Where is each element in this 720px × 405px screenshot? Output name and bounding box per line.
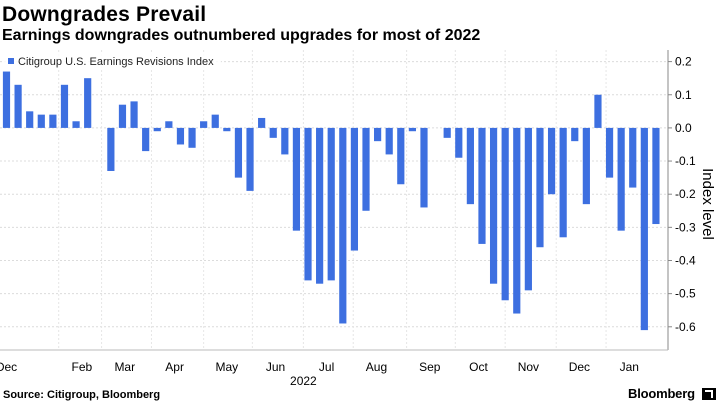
bar [211, 114, 219, 128]
y-tick-label: 0.2 [675, 55, 692, 69]
bar [362, 127, 370, 211]
bar [420, 127, 428, 208]
bar [374, 127, 382, 142]
bar [455, 127, 463, 158]
bar [269, 127, 277, 138]
legend-swatch [8, 58, 14, 64]
bar [60, 84, 69, 128]
x-tick-label: Sep [419, 360, 441, 374]
bar [130, 101, 138, 128]
bar [234, 127, 243, 178]
bar [397, 127, 405, 185]
chart-title: Downgrades Prevail [2, 3, 207, 26]
bar [571, 127, 579, 142]
y-axis-label: Index level [699, 168, 716, 240]
bar [605, 127, 614, 178]
x-tick-label: Oct [469, 360, 488, 374]
source-note: Source: Citigroup, Bloomberg [3, 389, 161, 401]
y-tick-label: -0.4 [675, 253, 696, 267]
x-tick-label: Mar [114, 360, 135, 374]
bar [466, 127, 474, 205]
bar [26, 111, 34, 128]
bar [142, 127, 150, 152]
bar [443, 127, 451, 138]
bar [350, 127, 359, 251]
axes: 0.2 0.1 0.0 -0.1 -0.2 -0.3 -0.4 -0.5 -0.6 Dec Feb M… [0, 50, 696, 388]
legend-background [4, 54, 221, 70]
bar [559, 127, 567, 238]
x-tick-label: May [216, 360, 239, 374]
bar [617, 127, 625, 231]
y-tick-label: -0.6 [675, 320, 696, 334]
bar [316, 127, 324, 284]
x-tick-label: Apr [165, 360, 184, 374]
bar [501, 127, 509, 301]
legend: Citigroup U.S. Earnings Revisions Index [4, 54, 221, 70]
bloomberg-arrow-icon [702, 388, 716, 400]
bar [49, 114, 57, 128]
bar [582, 127, 590, 205]
bar [84, 78, 92, 128]
chart-subtitle: Earnings downgrades outnumbered upgrades… [2, 27, 481, 44]
bar [72, 121, 80, 128]
bar [652, 127, 660, 225]
x-tick-label: Dec [569, 360, 590, 374]
x-tick-label: Dec [0, 360, 17, 374]
bar [223, 127, 231, 132]
bar [547, 127, 556, 195]
bar [339, 127, 347, 324]
bar [165, 121, 173, 128]
bar [524, 127, 532, 291]
brand-logo: Bloomberg [628, 386, 695, 401]
y-tick-label: -0.5 [675, 287, 696, 301]
x-tick-label: Jun [266, 360, 285, 374]
y-tick-label: 0.1 [675, 88, 692, 102]
bar [489, 127, 498, 284]
bar [629, 127, 637, 188]
bar [37, 114, 45, 128]
bar [292, 127, 301, 231]
x-year-label: 2022 [290, 374, 317, 388]
bar [14, 84, 22, 128]
y-tick-label: -0.2 [675, 187, 696, 201]
bar [478, 127, 486, 244]
bar [200, 121, 208, 128]
bar [640, 127, 648, 331]
y-tick-label: -0.1 [675, 154, 696, 168]
bar [281, 127, 289, 155]
legend-label: Citigroup U.S. Earnings Revisions Index [18, 56, 214, 68]
x-tick-label: Jan [620, 360, 639, 374]
x-tick-label: Nov [518, 360, 539, 374]
bar [513, 127, 521, 314]
bar [258, 117, 266, 128]
bar [188, 127, 196, 148]
bar [304, 127, 312, 281]
bar [153, 127, 161, 132]
bar [327, 127, 335, 281]
x-tick-label: Jul [319, 360, 334, 374]
bars [2, 71, 660, 331]
x-tick-label: Aug [366, 360, 387, 374]
bar [118, 104, 127, 128]
y-tick-label: 0.0 [675, 121, 692, 135]
bar [2, 71, 11, 128]
bar [408, 127, 416, 132]
bar [536, 127, 544, 248]
bar [176, 127, 185, 145]
y-tick-label: -0.3 [675, 220, 696, 234]
bar [385, 127, 393, 155]
bar [594, 94, 602, 128]
bar [107, 127, 115, 171]
bar [246, 127, 254, 191]
x-tick-label: Feb [72, 360, 93, 374]
